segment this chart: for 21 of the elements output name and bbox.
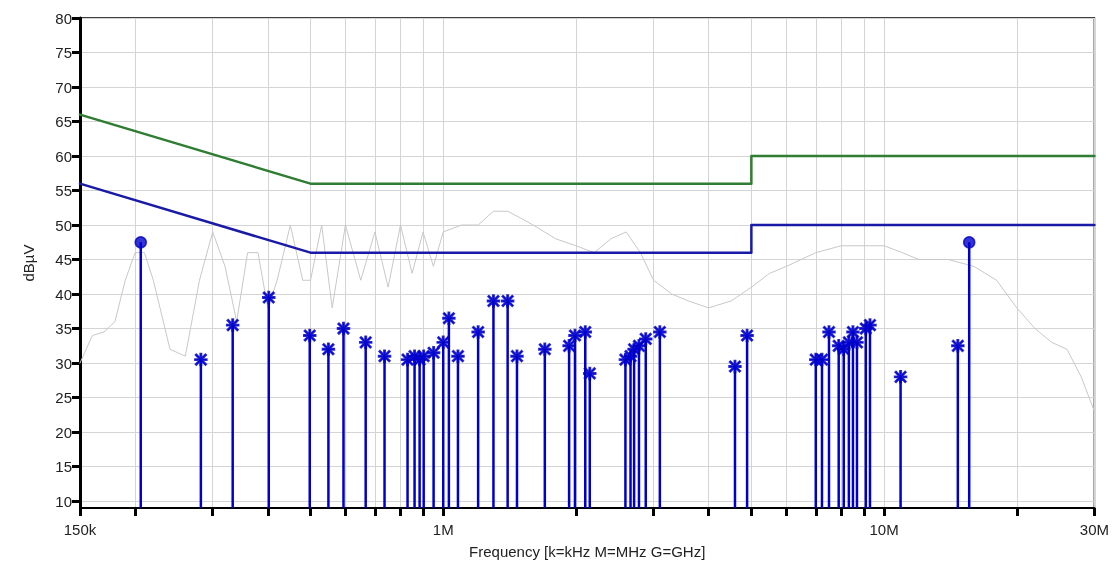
y-tick-label: 45 (55, 251, 72, 269)
x-tick-label: 1M (432, 521, 454, 538)
y-tick-label: 30 (55, 354, 72, 372)
y-tick-label: 25 (55, 389, 72, 407)
x-tick-label: 10M (869, 521, 899, 538)
y-tick-label: 50 (55, 216, 72, 234)
y-tick-label: 55 (55, 182, 72, 200)
y-tick-label: 35 (55, 320, 72, 338)
y-tick-label: 80 (55, 9, 72, 27)
y-tick-label: 75 (55, 44, 72, 62)
y-tick-label: 70 (55, 78, 72, 96)
y-tick-label: 10 (55, 492, 72, 510)
y-tick-label: 20 (55, 423, 72, 441)
y-tick-label: 60 (55, 147, 72, 165)
y-tick-label: 65 (55, 113, 72, 131)
x-tick-label: 150k (63, 521, 97, 538)
x-axis-title: Frequency [k=kHz M=MHz G=GHz] (469, 543, 706, 560)
y-tick-label: 40 (55, 285, 72, 303)
y-tick-label: 15 (55, 458, 72, 476)
y-axis-title: dBµV (20, 244, 37, 282)
x-tick-label: 30M (1079, 521, 1109, 538)
